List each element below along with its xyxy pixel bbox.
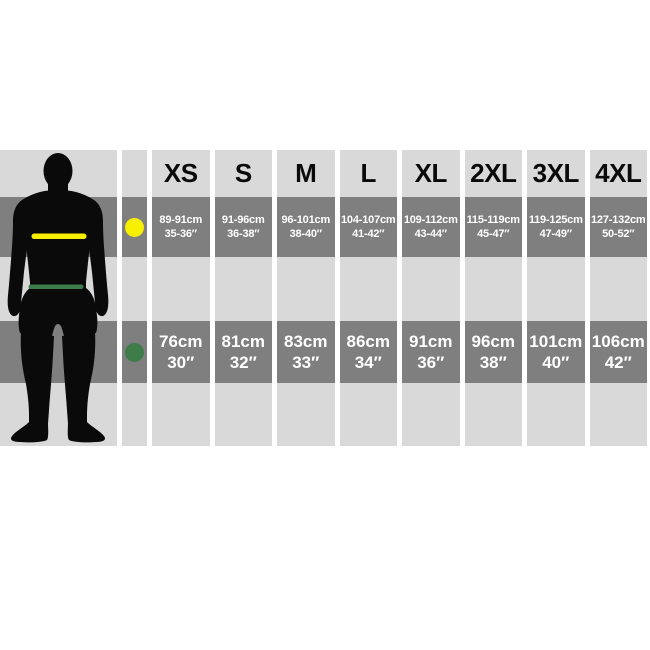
indicator-column-header-band (122, 150, 147, 197)
chest-in: 47-49″ (539, 228, 572, 240)
waist-cm: 96cm (471, 332, 515, 351)
gap-cell (464, 257, 522, 321)
gap-cell (589, 257, 647, 321)
bottom-cell (214, 383, 272, 446)
chest-cm: 91-96cm (221, 214, 265, 226)
chest-indicator-cell (122, 197, 147, 257)
bottom-cell (589, 383, 647, 446)
waist-in: 34″ (354, 353, 382, 372)
waist-cell-3xl: 101cm 40″ (527, 321, 585, 383)
chest-cm: 119-125cm (528, 214, 583, 226)
chest-cell-s: 91-96cm 36-38″ (214, 197, 272, 257)
chest-measure-line (31, 233, 87, 239)
chest-in: 38-40″ (289, 228, 322, 240)
bottom-cell (402, 383, 460, 446)
chest-in: 41-42″ (352, 228, 385, 240)
chest-cell-l: 104-107cm 41-42″ (339, 197, 397, 257)
size-header-xl: XL (402, 150, 460, 197)
waist-in: 36″ (417, 353, 445, 372)
chest-cm: 127-132cm (591, 214, 646, 226)
waist-cm: 86cm (346, 332, 390, 351)
size-header-2xl: 2XL (464, 150, 522, 197)
bottom-cell (464, 383, 522, 446)
gap-cell (339, 257, 397, 321)
chest-cell-m: 96-101cm 38-40″ (277, 197, 335, 257)
waist-cell-xl: 91cm 36″ (402, 321, 460, 383)
chest-cell-2xl: 115-119cm 45-47″ (464, 197, 522, 257)
size-header-s: S (214, 150, 272, 197)
chest-cm: 115-119cm (466, 214, 520, 226)
waist-in: 42″ (604, 353, 632, 372)
chest-cell-xl: 109-112cm 43-44″ (402, 197, 460, 257)
waist-cm: 91cm (409, 332, 453, 351)
waist-cm: 81cm (221, 332, 265, 351)
chest-cell-3xl: 119-125cm 47-49″ (527, 197, 585, 257)
green-circle-icon (125, 342, 144, 362)
gap-cell (152, 257, 210, 321)
waist-in: 32″ (229, 353, 257, 372)
yellow-circle-icon (125, 217, 144, 237)
waist-cell-4xl: 106cm 42″ (589, 321, 647, 383)
waist-cm: 101cm (529, 332, 583, 351)
gap-cell (402, 257, 460, 321)
bottom-cell (527, 383, 585, 446)
waist-cell-2xl: 96cm 38″ (464, 321, 522, 383)
gap-cell (277, 257, 335, 321)
size-header-4xl: 4XL (589, 150, 647, 197)
chest-cm: 96-101cm (281, 214, 331, 226)
male-silhouette-icon (7, 153, 109, 443)
bottom-cell (339, 383, 397, 446)
chest-cell-xs: 89-91cm 35-36″ (152, 197, 210, 257)
waist-in: 33″ (292, 353, 320, 372)
chest-cm: 109-112cm (403, 214, 458, 226)
bottom-cell (277, 383, 335, 446)
gap-cell (214, 257, 272, 321)
size-header-3xl: 3XL (527, 150, 585, 197)
waist-cm: 76cm (159, 332, 203, 351)
chest-in: 43-44″ (414, 228, 447, 240)
size-header-xs: XS (152, 150, 210, 197)
waist-in: 38″ (479, 353, 507, 372)
size-header-l: L (339, 150, 397, 197)
waist-cell-xs: 76cm 30″ (152, 321, 210, 383)
indicator-column-gap-band (122, 257, 147, 321)
gap-cell (527, 257, 585, 321)
waist-cell-s: 81cm 32″ (214, 321, 272, 383)
size-header-m: M (277, 150, 335, 197)
chest-cell-4xl: 127-132cm 50-52″ (589, 197, 647, 257)
waist-cm: 106cm (591, 332, 645, 351)
chest-cm: 104-107cm (341, 214, 396, 226)
waist-cm: 83cm (284, 332, 328, 351)
waist-indicator-cell (122, 321, 147, 383)
waist-in: 30″ (167, 353, 195, 372)
waist-cell-l: 86cm 34″ (339, 321, 397, 383)
silhouette-body (7, 153, 109, 443)
waist-measure-line (28, 284, 84, 289)
chest-in: 36-38″ (227, 228, 260, 240)
bottom-cell (152, 383, 210, 446)
chest-in: 45-47″ (477, 228, 510, 240)
chest-in: 50-52″ (602, 228, 635, 240)
indicator-column-bottom-band (122, 383, 147, 446)
waist-in: 40″ (542, 353, 570, 372)
waist-cell-m: 83cm 33″ (277, 321, 335, 383)
figure-zone-waist-band (0, 321, 117, 383)
chest-in: 35-36″ (164, 228, 197, 240)
chest-cm: 89-91cm (159, 214, 203, 226)
